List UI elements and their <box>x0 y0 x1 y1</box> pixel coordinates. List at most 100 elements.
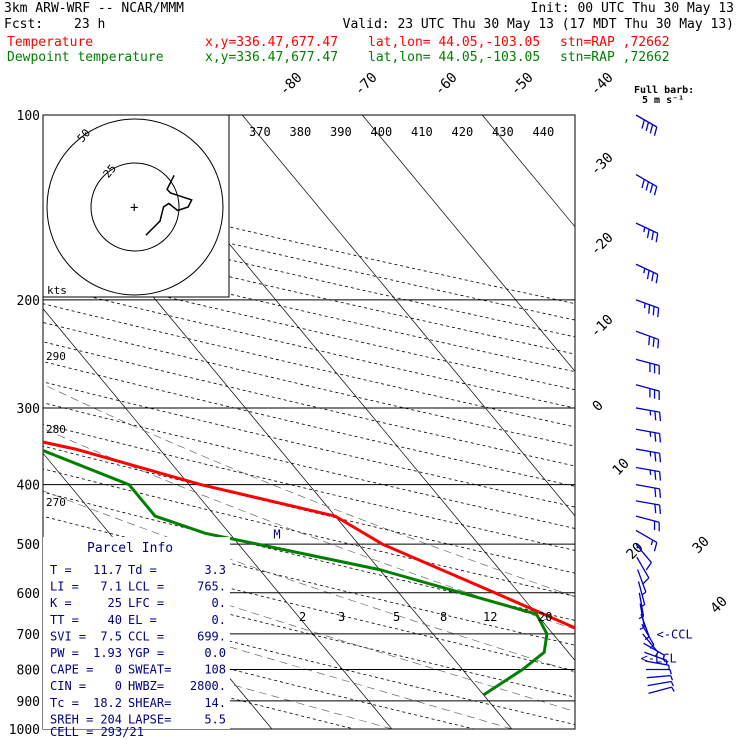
pressure-label: 900 <box>17 695 40 710</box>
wind-barb <box>640 613 650 641</box>
wind-barb-shaft <box>647 680 672 687</box>
wind-barb-flag <box>654 487 657 498</box>
theta-e-label: 390 <box>330 125 352 139</box>
parcel-value: 204 <box>100 712 122 726</box>
wind-barb-shaft <box>635 466 660 473</box>
dry-adiabat <box>43 341 575 467</box>
hodograph-trace <box>145 174 193 236</box>
wind-barb <box>635 222 659 243</box>
isotherm-label: -20 <box>588 230 617 259</box>
parcel-value: 40 <box>108 613 122 627</box>
wind-barb <box>635 515 660 532</box>
wind-barb-shaft <box>635 222 659 234</box>
wind-barb-flag <box>651 272 655 282</box>
wind-barb-flag <box>642 577 650 585</box>
parcel-key: SREH = <box>50 712 93 726</box>
hodograph-kts-label: kts <box>47 284 67 297</box>
wind-barb-shaft <box>644 651 668 662</box>
wind-barb-flag <box>644 636 650 641</box>
init-time: Init: 00 UTC Thu 30 May 13 <box>530 1 735 16</box>
dewpoint-profile <box>43 448 549 697</box>
parcel-key: Td = <box>128 563 157 577</box>
wind-barb-flag <box>670 675 674 681</box>
theta-e-label: 440 <box>533 125 555 139</box>
parcel-key: TT = <box>50 613 79 627</box>
wind-barb-flag <box>646 229 650 239</box>
isotherm-label: -40 <box>588 70 617 99</box>
wind-barb-flag <box>657 307 660 318</box>
parcel-value: 0. <box>212 613 226 627</box>
wind-barb-shaft <box>635 263 659 275</box>
wind-barb-flag <box>645 122 650 132</box>
wind-barb-flag <box>653 126 658 136</box>
parcel-key: CCL = <box>128 629 164 643</box>
parcel-value: 25 <box>108 596 122 610</box>
theta-label: 290 <box>46 350 66 363</box>
wind-barb-flag <box>654 452 657 462</box>
pressure-label: 200 <box>17 294 40 309</box>
wind-barb-flag <box>646 270 650 280</box>
parcel-key: T = <box>50 563 72 577</box>
wind-barb-flag <box>645 562 652 571</box>
temperature-station: stn=RAP ,72662 <box>560 35 670 50</box>
wind-barb-shaft <box>635 448 660 454</box>
mixing-ratio-label: 20 <box>538 610 552 624</box>
wind-barb-shaft <box>635 330 659 341</box>
dry-adiabat <box>43 303 575 428</box>
dry-adiabat <box>43 249 575 373</box>
wind-barb <box>635 263 659 284</box>
dewpoint-station: stn=RAP ,72662 <box>560 50 670 65</box>
theta-e-label: 410 <box>411 125 433 139</box>
wind-barb-shaft <box>640 613 650 637</box>
parcel-row: SREH = 204 LAPSE= 5.5 <box>50 712 226 726</box>
legend-dewpoint: Dewpoint temperature <box>7 50 164 65</box>
parcel-key: CAPE = <box>50 663 93 677</box>
isotherm-line <box>481 115 575 228</box>
wind-barb-shaft <box>642 633 659 653</box>
wind-barb-shaft <box>637 581 646 605</box>
wind-barb-flag <box>641 179 645 189</box>
dry-adiabat <box>43 266 575 391</box>
theta-e-label: 380 <box>290 125 312 139</box>
parcel-value: 0 <box>115 663 122 677</box>
wind-barb <box>635 114 658 136</box>
pressure-label: 800 <box>17 663 40 678</box>
parcel-value: 14. <box>204 696 226 710</box>
parcel-key: PW = <box>50 646 79 660</box>
wind-barb-flag <box>658 453 662 463</box>
parcel-row: TT = 40 EL = 0. <box>50 613 226 627</box>
mixing-ratio-label: 2 <box>299 610 306 624</box>
parcel-row: CIN = 0 HWBZ= 2800. <box>50 679 226 693</box>
wind-barb-flag <box>643 268 646 274</box>
parcel-value: 765. <box>197 580 226 594</box>
wind-barb-flag <box>652 306 655 316</box>
valid-time: Valid: 23 UTC Thu 30 May 13 (17 MDT Thu … <box>342 17 734 32</box>
isotherm-label: 40 <box>708 594 731 617</box>
parcel-key: CIN = <box>50 679 86 693</box>
mixing-ratio-label: 3 <box>338 610 345 624</box>
hodograph-origin: + <box>130 200 138 216</box>
isotherm-line <box>43 308 393 729</box>
theta-e-label: 370 <box>249 125 271 139</box>
parcel-key: LAPSE= <box>128 712 171 726</box>
parcel-marker-label: M <box>273 527 280 541</box>
parcel-info-box: Parcel Info T = 11.7 Td = 3.3 LI = 7.1 LCL = 765… <box>43 537 230 739</box>
wind-barb-flag <box>658 488 662 498</box>
wind-barb <box>635 384 660 400</box>
wind-barb-shaft <box>635 114 658 128</box>
wind-barb-flag <box>648 304 651 314</box>
parcel-key: LCL = <box>128 580 164 594</box>
parcel-value: 1.93 <box>93 646 122 660</box>
wind-barb-flag <box>650 539 654 546</box>
parcel-value: 18.2 <box>93 696 122 710</box>
wind-barb-shaft <box>635 543 652 563</box>
parcel-value: 7.1 <box>100 580 122 594</box>
pressure-label: 500 <box>17 538 40 553</box>
wind-barb-flag <box>652 337 655 347</box>
wind-barb <box>635 500 662 515</box>
pressure-label: 1000 <box>9 723 40 738</box>
parcel-key: K = <box>50 596 72 610</box>
temperature-profile <box>43 440 575 630</box>
wind-barb-shaft <box>645 660 669 666</box>
wind-barb-flag <box>658 504 662 515</box>
